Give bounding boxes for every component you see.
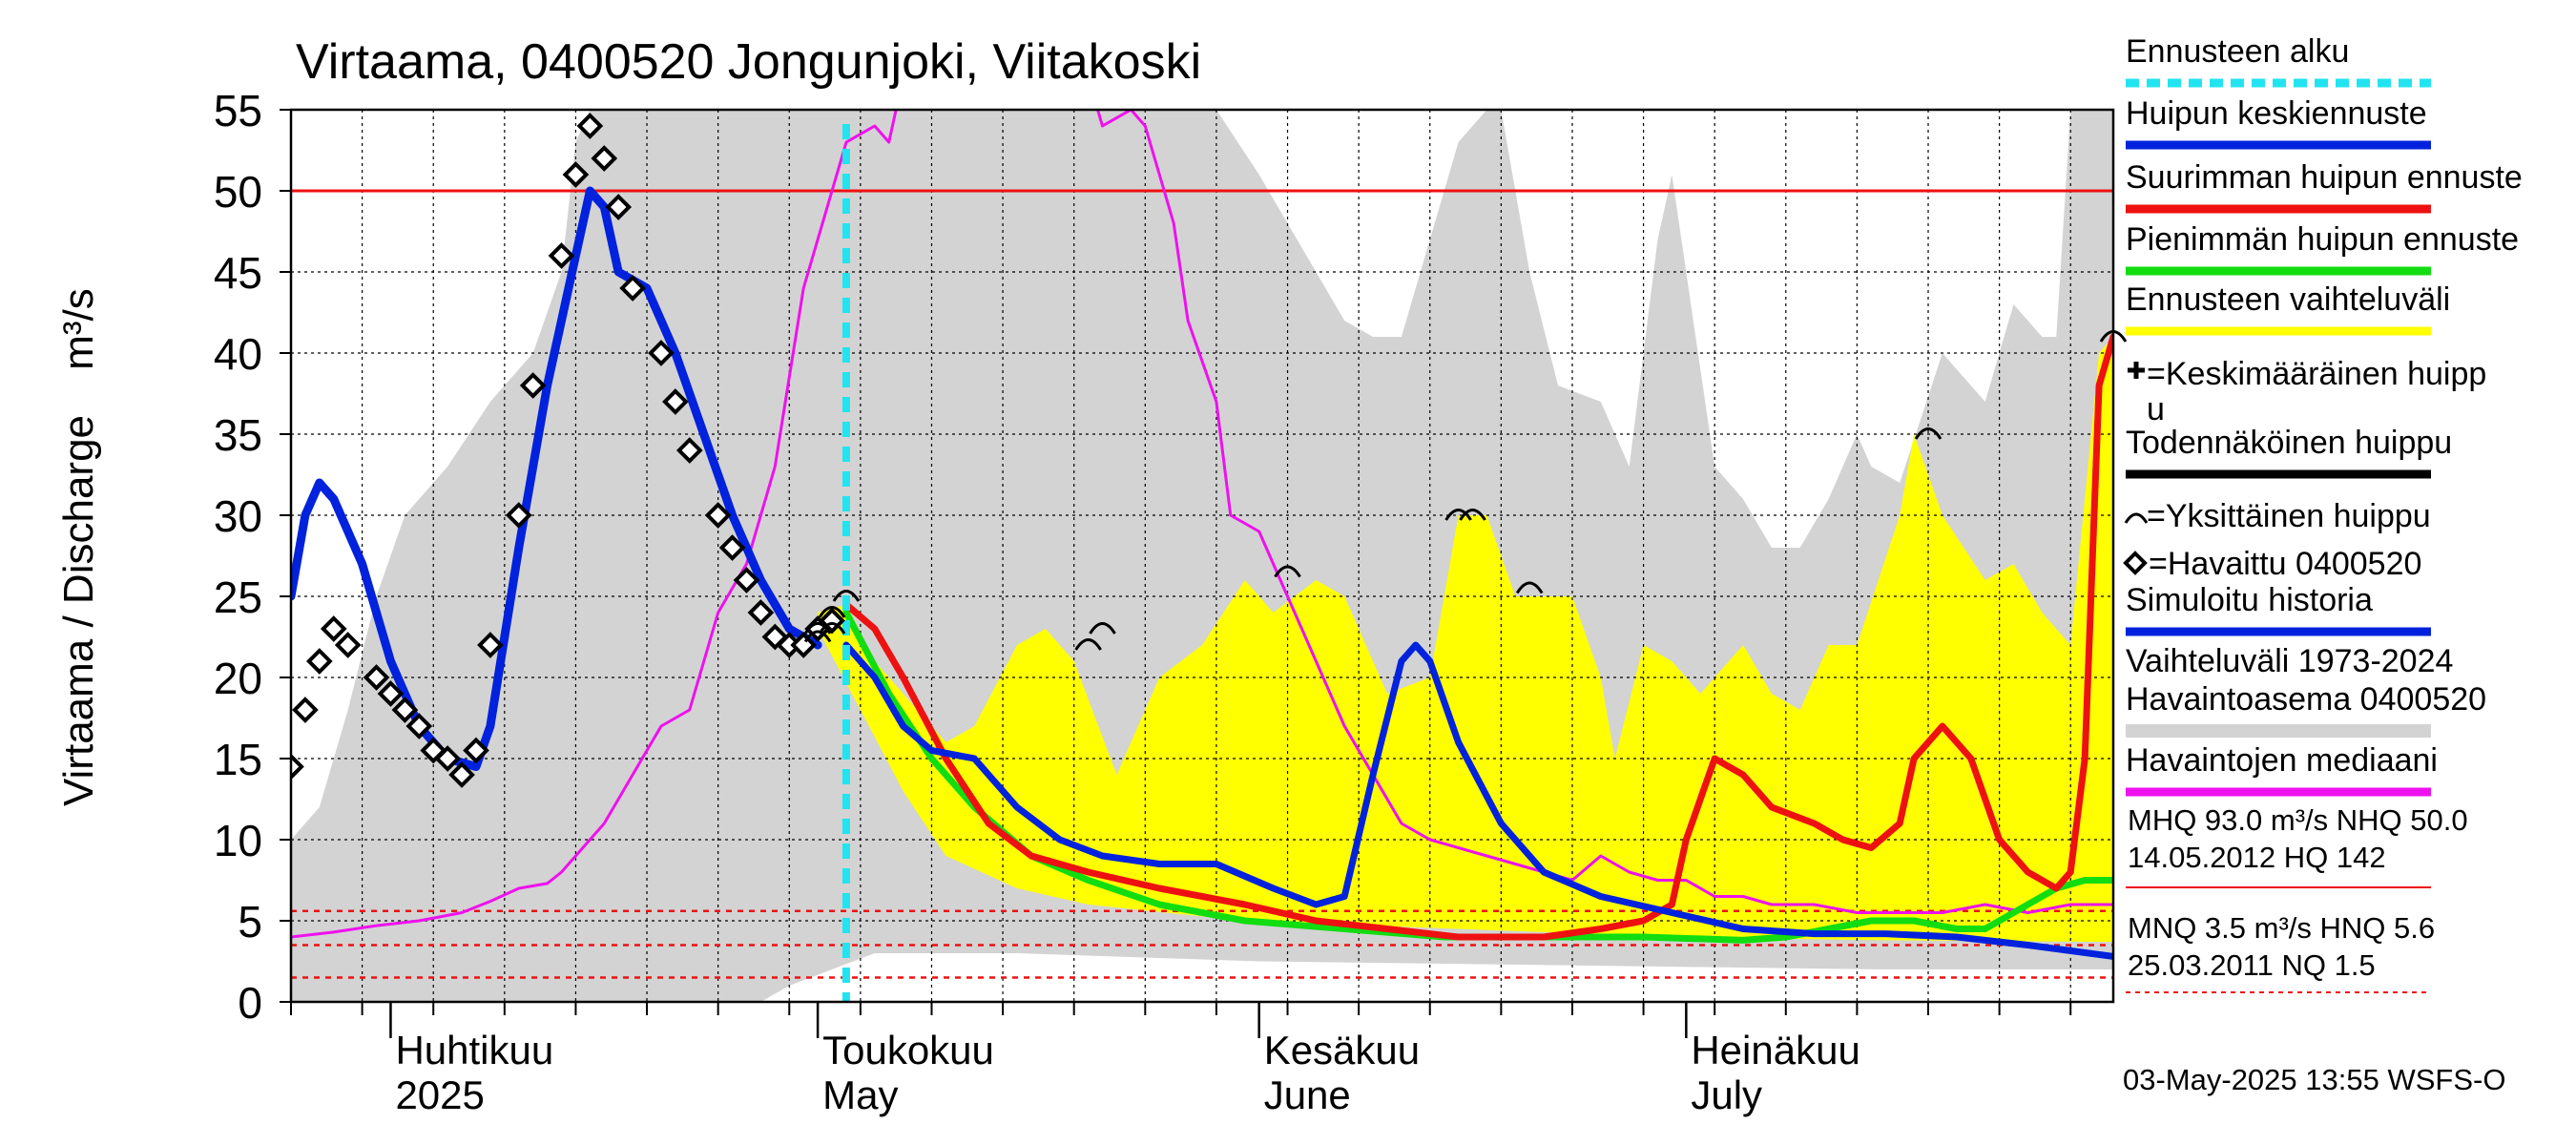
observed-point (291, 753, 304, 781)
observed-point (704, 502, 732, 529)
month-sublabel: June (1264, 1072, 1351, 1117)
observed-point (477, 632, 504, 658)
plot-frame (289, 108, 2115, 1004)
peak-marker (1914, 427, 1942, 440)
legend-label: Vaihteluväli 1973-2024 (2126, 643, 2453, 679)
stats-line-3: MNQ 3.5 m³/s HNQ 5.6 (2128, 911, 2435, 945)
observed-point (718, 534, 746, 561)
series-line (842, 641, 2113, 960)
observed-point (605, 194, 633, 220)
y-tick-label: 20 (214, 654, 262, 703)
y-tick-label: 10 (214, 816, 262, 865)
observed-point (548, 242, 575, 269)
observed-point (648, 340, 675, 366)
peak-marker (803, 630, 832, 643)
observed-point (562, 161, 590, 188)
observed-point (434, 745, 461, 772)
month-sublabel: 2025 (395, 1072, 484, 1117)
peak-marker (1274, 565, 1301, 578)
legend-label: Havaintoasema 0400520 (2126, 681, 2486, 718)
legend-label: Suurimman huipun ennuste (2126, 159, 2523, 196)
observed-point (733, 567, 760, 593)
y-tick-label: 40 (214, 329, 262, 379)
month-label: Kesäkuu (1264, 1028, 1420, 1072)
forecast-range-band (818, 337, 2113, 943)
peak-marker (818, 606, 846, 618)
peak-marker (803, 622, 832, 635)
peak-marker (1444, 509, 1472, 521)
month-label: Heinäkuu (1691, 1028, 1859, 1072)
observed-point (519, 372, 547, 399)
observed-point (675, 437, 703, 464)
legend-label: =Yksittäinen huippu (2147, 498, 2431, 534)
plus-icon (2128, 362, 2145, 379)
y-tick-label: 0 (238, 978, 262, 1028)
legend-label: Simuloitu historia (2126, 582, 2373, 618)
arc-icon (2124, 512, 2149, 524)
observed-point (576, 113, 604, 139)
chart-title: Virtaama, 0400520 Jongunjoki, Viitakoski (296, 34, 1201, 90)
legend-label: u (2147, 391, 2165, 427)
stats-line-2: 14.05.2012 HQ 142 (2128, 841, 2386, 874)
observed-point (448, 761, 475, 788)
observed-point (790, 632, 818, 658)
legend-label: Todennäköinen huippu (2126, 425, 2452, 461)
stats-line-4: 25.03.2011 NQ 1.5 (2128, 948, 2376, 982)
y-axis-unit: m³/s (55, 288, 102, 370)
y-tick-label: 50 (214, 167, 262, 217)
observed-point (463, 737, 489, 764)
month-label: Huhtikuu (395, 1028, 553, 1072)
observed-point (747, 599, 775, 626)
legend-label: Ennusteen alku (2126, 33, 2349, 70)
legend-label: Havaintojen mediaani (2126, 742, 2438, 779)
legend-label: Ennusteen vaihteluväli (2126, 281, 2450, 318)
legend-label: =Keskimääräinen huipp (2147, 356, 2486, 392)
y-tick-label: 30 (214, 491, 262, 541)
observed-point (363, 664, 390, 691)
peak-marker (1089, 622, 1116, 635)
observed-point (320, 615, 347, 642)
peak-marker (818, 622, 846, 635)
legend-label: Huipun keskiennuste (2126, 95, 2427, 132)
y-tick-label: 45 (214, 248, 262, 298)
observed-point (391, 697, 419, 723)
y-tick-label: 5 (238, 897, 262, 947)
month-sublabel: July (1691, 1072, 1762, 1117)
observed-point (591, 145, 618, 172)
series-line (291, 186, 822, 771)
observed-point (334, 632, 362, 658)
month-label: Toukokuu (822, 1028, 994, 1072)
observed-point (306, 648, 333, 675)
peak-marker (1074, 638, 1102, 651)
peak-marker (1459, 509, 1486, 521)
observed-point (292, 697, 319, 723)
diamond-icon (2123, 551, 2148, 575)
stats-line-1: MHQ 93.0 m³/s NHQ 50.0 (2128, 803, 2468, 837)
legend-label: Pienimmän huipun ennuste (2126, 221, 2519, 258)
observed-point (662, 388, 689, 415)
y-tick-label: 35 (214, 410, 262, 460)
series-line (291, 110, 2113, 939)
footer-timestamp: 03-May-2025 13:55 WSFS-O (2123, 1063, 2505, 1096)
peak-marker (832, 590, 861, 602)
observed-point (377, 680, 405, 707)
y-tick-label: 55 (214, 86, 262, 135)
series-line (842, 333, 2113, 941)
legend-label: =Havaittu 0400520 (2149, 546, 2421, 582)
month-sublabel: May (822, 1072, 898, 1117)
y-tick-label: 25 (214, 572, 262, 622)
y-axis-label: Virtaama / Discharge (55, 415, 102, 806)
observed-point (619, 275, 646, 302)
y-tick-label: 15 (214, 735, 262, 784)
peak-marker (1515, 581, 1544, 594)
observed-point (505, 502, 532, 529)
observed-point (405, 713, 433, 739)
